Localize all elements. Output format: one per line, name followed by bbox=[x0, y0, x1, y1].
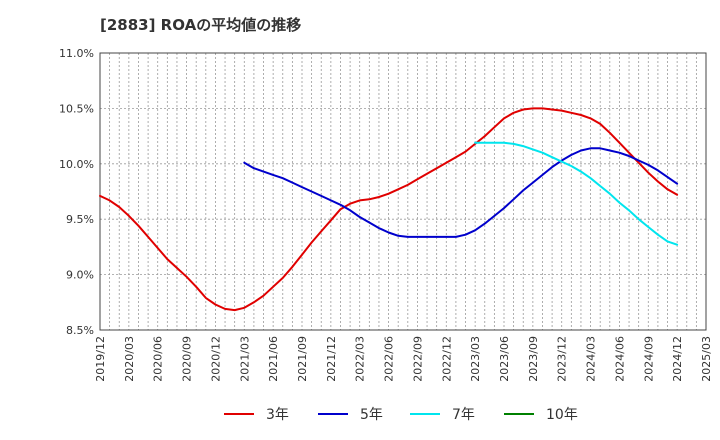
series-line-7年 bbox=[474, 141, 679, 246]
x-tick-label: 2020/03 bbox=[123, 336, 136, 382]
x-tick-label: 2022/06 bbox=[383, 336, 396, 382]
x-tick-label: 2020/06 bbox=[152, 336, 165, 382]
x-tick-label: 2024/06 bbox=[613, 336, 626, 382]
legend-label: 5年 bbox=[360, 407, 383, 423]
plot-border bbox=[99, 52, 707, 331]
x-tick-label: 2023/09 bbox=[527, 336, 540, 382]
y-tick-label: 9.0% bbox=[66, 269, 94, 282]
y-tick-label: 11.0% bbox=[59, 47, 94, 60]
x-tick-label: 2021/09 bbox=[296, 336, 309, 382]
x-tick-label: 2022/03 bbox=[354, 336, 367, 382]
x-tick-label: 2021/03 bbox=[238, 336, 251, 382]
x-tick-label: 2021/06 bbox=[267, 336, 280, 382]
x-tick-label: 2022/09 bbox=[411, 336, 424, 382]
y-tick-label: 9.5% bbox=[66, 213, 94, 226]
y-tick-label: 10.0% bbox=[59, 158, 94, 171]
series-line-3年 bbox=[99, 107, 679, 312]
x-tick-label: 2024/03 bbox=[585, 336, 598, 382]
x-tick-label: 2024/09 bbox=[642, 336, 655, 382]
x-tick-label: 2021/12 bbox=[325, 336, 338, 382]
legend-label: 10年 bbox=[546, 407, 578, 423]
plot-area bbox=[100, 53, 706, 330]
x-tick-label: 2023/12 bbox=[556, 336, 569, 382]
x-tick-label: 2023/06 bbox=[498, 336, 511, 382]
series-line-5年 bbox=[243, 147, 679, 238]
y-tick-label: 10.5% bbox=[59, 102, 94, 115]
x-tick-label: 2024/12 bbox=[671, 336, 684, 382]
x-tick-label: 2025/03 bbox=[700, 336, 713, 382]
x-tick-label: 2023/03 bbox=[469, 336, 482, 382]
x-tick-label: 2020/09 bbox=[181, 336, 194, 382]
x-tick-label: 2019/12 bbox=[94, 336, 107, 382]
y-tick-label: 8.5% bbox=[66, 324, 94, 337]
legend-label: 3年 bbox=[266, 407, 289, 423]
x-tick-label: 2020/12 bbox=[209, 336, 222, 382]
x-tick-label: 2022/12 bbox=[440, 336, 453, 382]
chart-title: [2883] ROAの平均値の推移 bbox=[100, 16, 302, 34]
legend-label: 7年 bbox=[452, 407, 475, 423]
